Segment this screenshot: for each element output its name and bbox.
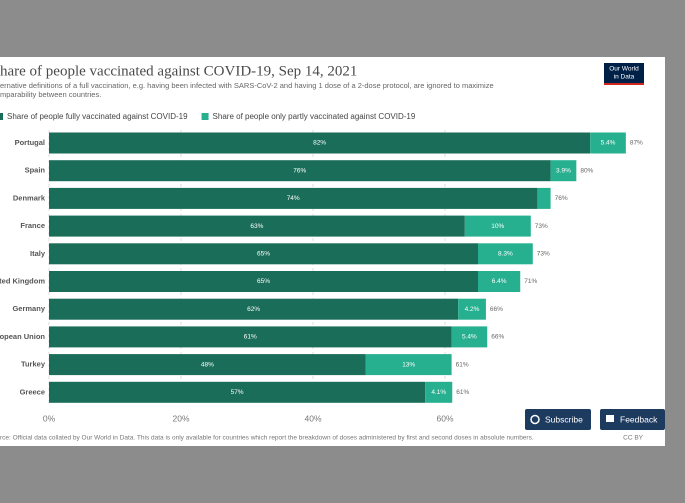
bar-value-label: 5.4% [601,140,616,147]
category-label: Greece [20,387,45,396]
category-label: Italy [30,249,46,258]
total-label: 73% [535,223,548,230]
bar-value-label: 3.9% [556,167,571,174]
bar-segment [550,160,577,182]
bar-segment [49,381,426,403]
bar-segment [49,160,551,182]
bar-segment [49,132,591,154]
bar-value-label: 4.2% [465,306,480,313]
category-label: France [20,221,45,230]
legend-label: Share of people only partly vaccinated a… [213,112,416,121]
button-bg [600,409,665,430]
bar-segment [425,381,453,403]
logo-text: in Data [614,74,635,81]
button-icon [606,415,614,422]
bar-segment [49,187,538,209]
x-tick-label: 0% [43,413,56,423]
bar-value-label: 61% [244,334,257,341]
logo[interactable]: Our World in Data [604,63,644,85]
bar-segment [464,215,531,237]
bar-segment [458,298,486,320]
bar-value-label: 57% [231,389,244,396]
category-label: Germany [12,304,45,313]
bar-segment [49,326,452,348]
bar-value-label: 74% [287,195,300,202]
chart-title: hare of people vaccinated against COVID-… [0,63,357,79]
bar-segment [590,132,626,154]
legend-label: Share of people fully vaccinated against… [7,112,188,121]
bar-segment [365,354,452,376]
subtitle: ernative definitions of a full vaccinati… [0,81,494,90]
total-label: 66% [491,334,504,341]
category-label: Spain [25,166,46,175]
category-label: opean Union [0,332,45,341]
total-label: 61% [456,361,469,368]
feedback-button[interactable]: Feedback [600,409,665,430]
bar-value-label: 10% [491,223,504,230]
bar-segment [49,271,478,292]
bar-value-label: 13% [402,361,415,368]
button-label: Feedback [620,414,658,424]
x-tick-label: 60% [436,413,453,423]
bar-segment [478,243,533,265]
category-label: Turkey [21,360,46,369]
bar-segment [49,354,366,376]
bar-segment [537,187,551,209]
button-icon [530,414,540,425]
bar-segment [49,243,478,265]
total-label: 66% [490,306,503,313]
source-note: rce: Official data collated by Our World… [0,435,534,442]
license: CC BY [623,435,644,442]
total-label: 80% [580,167,593,174]
bar-value-label: 8.3% [498,251,513,258]
bar-value-label: 65% [257,278,270,285]
bar-value-label: 4.1% [431,389,446,396]
bar-segment [49,215,465,237]
bar-value-label: 65% [257,251,270,258]
bar-segment [451,326,488,348]
bar-value-label: 82% [313,140,326,147]
total-label: 61% [456,389,469,396]
subscribe-button[interactable]: Subscribe [525,409,591,430]
category-label: ted Kingdom [0,276,45,285]
button-bg [525,409,591,430]
bar-segment [478,271,521,292]
logo-text: Our World [609,66,639,73]
bar-value-label: 48% [201,361,214,368]
x-tick-label: 20% [172,413,189,423]
total-label: 76% [555,195,568,202]
logo-underline [604,83,644,85]
bar-value-label: 62% [247,306,260,313]
legend-swatch [201,113,209,120]
button-label: Subscribe [545,414,583,424]
total-label: 87% [630,140,643,147]
legend-swatch [0,113,3,120]
bar-segment [49,298,459,320]
bar-value-label: 6.4% [492,278,507,285]
subtitle: mparability between countries. [0,90,101,99]
category-label: Denmark [13,193,46,202]
total-label: 73% [537,251,550,258]
bar-value-label: 63% [250,223,263,230]
bar-value-label: 76% [293,167,306,174]
x-tick-label: 40% [304,413,321,423]
category-label: Portugal [15,138,45,147]
logo-box [604,63,644,85]
bar-value-label: 5.4% [462,334,477,341]
total-label: 71% [524,278,537,285]
